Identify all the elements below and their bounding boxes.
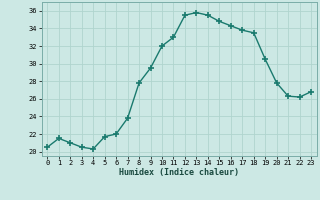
X-axis label: Humidex (Indice chaleur): Humidex (Indice chaleur) — [119, 168, 239, 177]
